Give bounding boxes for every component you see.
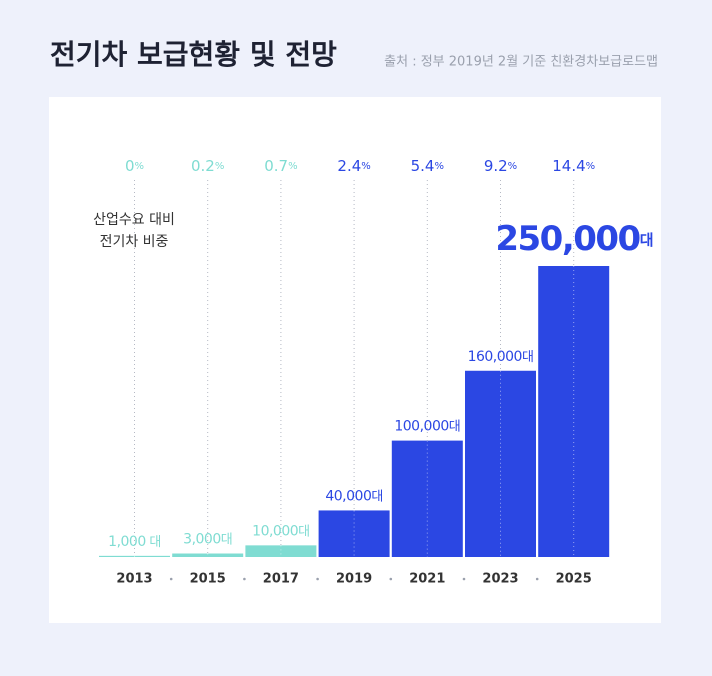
value-label: 250,000대: [495, 219, 652, 259]
separator-dot: [535, 577, 539, 581]
value-label: 160,000대: [468, 349, 534, 365]
x-tick-label: 2025: [556, 572, 592, 587]
share-label: 14.4%: [552, 157, 595, 175]
separator-dot: [462, 577, 466, 581]
share-label: 0.7%: [264, 157, 297, 175]
chart-title: 전기차 보급현황 및 전망: [50, 38, 337, 71]
share-label: 0.2%: [191, 157, 224, 175]
share-label: 9.2%: [484, 157, 517, 175]
value-label: 10,000대: [252, 523, 309, 539]
x-tick-label: 2023: [482, 572, 518, 587]
bar: [465, 370, 536, 557]
bar: [318, 510, 390, 557]
share-label: 5.4%: [411, 157, 444, 175]
x-tick-label: 2021: [409, 572, 445, 587]
x-tick-label: 2019: [336, 572, 372, 587]
value-label: 100,000대: [394, 419, 460, 435]
separator-dot: [316, 577, 319, 581]
value-label: 1,000 대: [108, 534, 161, 550]
bar: [391, 440, 463, 557]
bar: [538, 266, 610, 557]
value-label: 40,000대: [325, 488, 382, 504]
bar: [172, 553, 244, 557]
x-tick-label: 2017: [263, 572, 299, 587]
share-title: 전기차 비중: [100, 234, 169, 250]
share-label: 0%: [125, 157, 144, 175]
bar: [245, 545, 317, 557]
separator-dot: [243, 577, 246, 581]
separator-dot: [389, 577, 393, 581]
x-tick-label: 2013: [116, 572, 152, 587]
source: 출처 : 정부 2019년 2월 기준 친환경차보급로드맵: [384, 55, 658, 70]
x-tick-label: 2015: [190, 572, 226, 587]
share-label: 2.4%: [337, 157, 370, 175]
separator-dot: [169, 577, 173, 581]
value-label: 3,000대: [183, 532, 232, 548]
